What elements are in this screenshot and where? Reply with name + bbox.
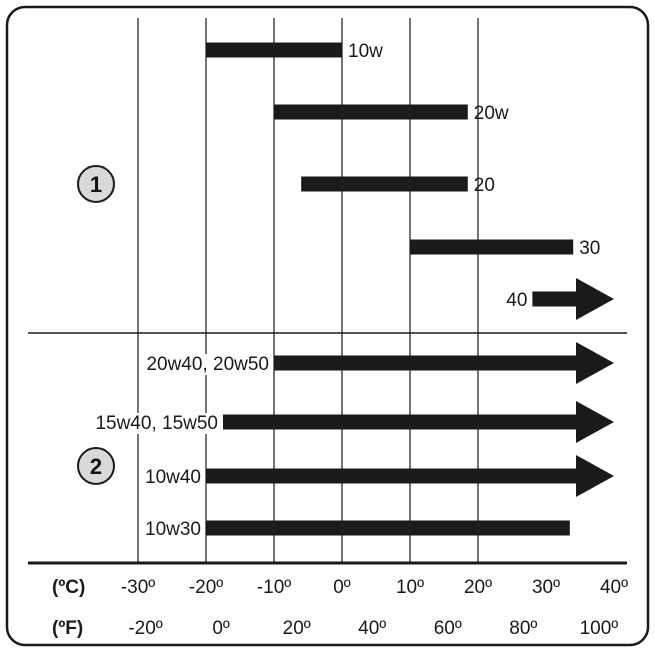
group-2-number: 2 bbox=[90, 454, 102, 479]
bar-label-20w: 20w bbox=[474, 103, 509, 124]
fahrenheit-tick-0: 0º bbox=[212, 618, 230, 639]
fahrenheit-tick-20: 20º bbox=[283, 618, 311, 639]
bar-label-bg-10w40 bbox=[144, 467, 202, 488]
group-1-marker: 1 bbox=[77, 165, 115, 203]
bar-30 bbox=[410, 239, 574, 255]
group-1-number: 1 bbox=[90, 172, 102, 197]
bar-label-10w30: 10w30 bbox=[145, 519, 201, 540]
celsius-tick-m20: -20º bbox=[189, 577, 223, 598]
celsius-tick-30: 30º bbox=[532, 577, 560, 598]
bar-10w bbox=[206, 42, 342, 58]
bar-label-40: 40 bbox=[506, 290, 527, 311]
fahrenheit-tick-60: 60º bbox=[434, 618, 462, 639]
fahrenheit-tick-labels: -20º 0º 20º 40º 60º 80º 100º bbox=[128, 618, 618, 639]
fahrenheit-unit-label: (ºF) bbox=[52, 618, 83, 639]
bar-label-20: 20 bbox=[474, 175, 495, 196]
group-1-circle bbox=[77, 165, 115, 203]
fahrenheit-tick-40: 40º bbox=[358, 618, 386, 639]
celsius-tick-m30: -30º bbox=[121, 577, 155, 598]
chart-border bbox=[5, 5, 650, 647]
bar-20 bbox=[301, 176, 468, 192]
bar-label-20w40-20w50: 20w40, 20w50 bbox=[146, 354, 269, 375]
bar-label-bg-20w40-20w50 bbox=[145, 354, 270, 375]
bar-20w40-20w50 bbox=[274, 342, 614, 384]
bar-15w40-15w50 bbox=[223, 401, 614, 443]
bar-label-30: 30 bbox=[579, 238, 600, 259]
bar-label-10w40: 10w40 bbox=[145, 467, 201, 488]
bar-40 bbox=[532, 278, 614, 320]
group-2-circle bbox=[77, 447, 115, 485]
bar-10w40 bbox=[206, 455, 614, 497]
fahrenheit-tick-80: 80º bbox=[509, 618, 537, 639]
celsius-tick-20: 20º bbox=[464, 577, 492, 598]
celsius-unit-label: (ºC) bbox=[52, 577, 85, 598]
celsius-tick-10: 10º bbox=[396, 577, 424, 598]
bar-label-bg-10w30 bbox=[144, 519, 202, 540]
celsius-tick-40: 40º bbox=[600, 577, 628, 598]
bar-20w bbox=[274, 104, 468, 120]
bar-label-15w40-15w50: 15w40, 15w50 bbox=[95, 413, 218, 434]
bar-label-10w: 10w bbox=[348, 41, 383, 62]
fahrenheit-tick-100: 100º bbox=[580, 618, 619, 639]
celsius-tick-m10: -10º bbox=[257, 577, 291, 598]
bar-labels-layer: 10w 20w 20 30 40 20w40, 20w50 15w40, 15w50 10w4… bbox=[94, 41, 600, 540]
bars-layer bbox=[206, 42, 614, 536]
celsius-tick-labels: -30º -20º -10º 0º 10º 20º 30º 40º bbox=[121, 577, 628, 598]
bar-10w30 bbox=[206, 520, 570, 536]
celsius-tick-0: 0º bbox=[333, 577, 351, 598]
bar-label-bg-15w40-15w50 bbox=[94, 413, 219, 434]
fahrenheit-tick-m20: -20º bbox=[128, 618, 162, 639]
group-2-marker: 2 bbox=[77, 447, 115, 485]
